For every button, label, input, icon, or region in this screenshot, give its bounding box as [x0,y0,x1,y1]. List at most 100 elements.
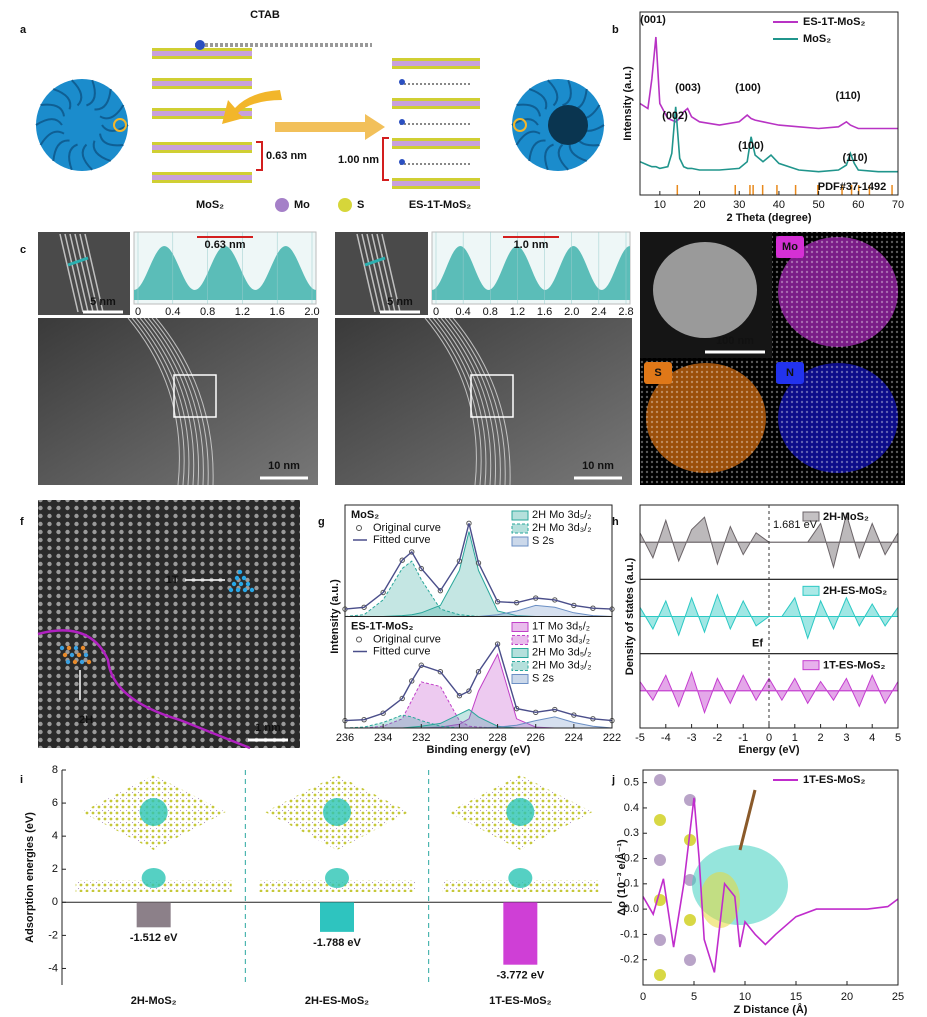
element-label: Mo [782,241,798,253]
charge-density [506,798,535,826]
legend-label: MoS₂ [803,33,831,45]
profile-tick-label: 1.2 [510,306,525,318]
value-label: -1.512 eV [130,932,178,944]
petal [544,143,554,171]
legend-label: 2H Mo 3d₅/₂ [532,509,591,521]
x-tick-label: 0 [640,991,646,1003]
legend-label: S 2s [532,672,555,684]
x-tick-label: 5 [691,991,697,1003]
data-point [418,662,424,668]
plot-frame [642,769,899,986]
petal [547,79,559,107]
lattice-fringe [366,233,386,313]
x-tick-label: 222 [603,732,621,744]
y-tick-label: 8 [52,764,58,776]
phase-boundary [37,629,251,750]
atom [684,834,696,846]
lattice-fringe [448,317,506,486]
y-tick-label: 2 [52,863,58,875]
atom-2h [59,645,65,651]
legend-swatch [356,525,362,531]
panel-label: a [20,24,27,36]
x-tick-label: 0 [766,732,772,744]
s-layer [152,108,252,111]
phase-label: 2H [79,714,93,726]
legend-swatch [802,511,820,522]
atom-1t [242,587,248,593]
mo-layer [152,175,252,180]
legend-label: 2H-MoS₂ [823,511,869,523]
atom-1t [235,587,241,593]
x-tick-label: 60 [852,199,864,211]
s-layer [392,146,480,149]
plot-frame [639,11,899,196]
data-line [639,36,898,130]
lattice-fringe [376,233,396,313]
x-tick-label: 230 [450,732,468,744]
legend-label: 1T-ES-MoS₂ [823,660,885,672]
lattice-fringe [127,317,180,486]
x-tick-label: -3 [687,732,697,744]
legend-atom [275,198,289,212]
x-axis-title: Energy (eV) [738,744,799,756]
lattice-fringe [151,317,209,486]
lattice-fringe [135,317,190,486]
y-tick-label: 6 [52,797,58,809]
subplot-title: ES-1T-MoS₂ [351,620,413,632]
peak-label: (100) [738,140,764,152]
scale-label: 5 nm [90,296,116,308]
x-tick-label: 20 [693,199,705,211]
legend-swatch [511,648,529,658]
spacing-label: 1.0 nm [514,239,549,251]
lattice-fringe [84,233,104,313]
legend-swatch [511,661,529,671]
ctab-head [399,79,405,85]
lattice-fringe [64,233,84,313]
y-tick-label: 0 [52,896,58,908]
spacing-label: 0.63 nm [266,150,307,162]
legend-swatch [511,536,529,547]
atom-1t [245,581,251,587]
legend-swatch [511,674,529,684]
legend-label: 2H Mo 3d₅/₂ [532,646,591,658]
molecule [738,789,757,851]
atom [654,854,666,866]
lattice-fringe [424,317,477,486]
lattice-fringe [361,233,381,313]
bar [136,902,171,928]
peak-label: (100) [735,82,761,94]
x-tick-label: 4 [869,732,875,744]
mo-layer [392,101,480,106]
y-axis-title: Adsorption energies (eV) [24,812,36,943]
x-tick-label: 25 [892,991,904,1003]
zoom-box [470,374,514,418]
petal [528,139,546,162]
value-label: -3.772 eV [496,970,544,982]
molecule-label: CTAB [250,9,280,21]
mo-layer [152,145,252,150]
panel-label: c [20,244,26,256]
zoom-marker [113,118,127,132]
petal [562,79,572,107]
lattice-fringe [143,317,200,486]
atom-2h [80,645,86,651]
profile-tick-label: 2.0 [564,306,579,318]
atom-2h [83,652,89,658]
profile-tick-label: 0.4 [455,306,470,318]
atom-2h [66,645,72,651]
dos-curve [639,670,899,715]
petal [99,133,124,147]
scale-label: 10 nm [582,460,614,472]
annotation: Ef [752,638,763,650]
charge-density [700,872,740,928]
atom [684,954,696,966]
data-point [399,695,405,702]
data-point [399,557,405,563]
atom-1t [238,581,244,587]
petal [52,88,72,110]
legend-label: 1T Mo 3d₅/₂ [532,620,590,632]
y-axis-title: Intensity (a.u.) [622,66,634,141]
atom-1t [241,575,247,581]
legend-label: ES-1T-MoS₂ [803,16,865,28]
y-tick-label: 0.4 [624,802,639,814]
